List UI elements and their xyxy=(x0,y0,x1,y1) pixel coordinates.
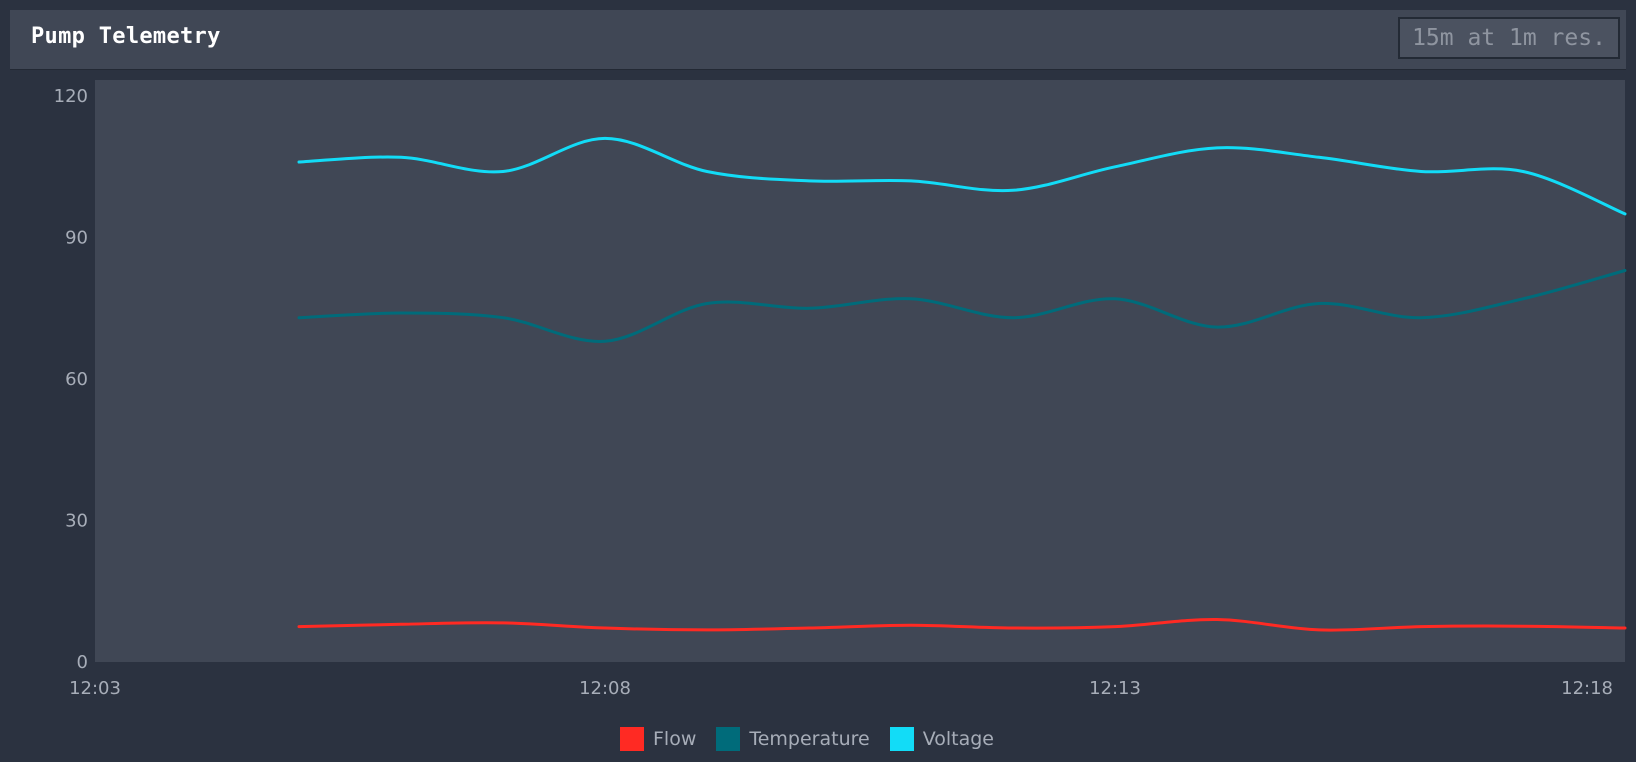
series-line-temperature xyxy=(297,269,1627,343)
legend-item-flow[interactable]: Flow xyxy=(619,727,697,751)
legend-item-temperature[interactable]: Temperature xyxy=(716,727,870,751)
legend-label-flow: Flow xyxy=(652,728,697,750)
legend-item-voltage[interactable]: Voltage xyxy=(889,727,994,751)
legend-label-voltage: Voltage xyxy=(922,728,994,750)
legend-swatch-temperature xyxy=(716,727,741,751)
legend-swatch-flow xyxy=(619,727,644,751)
y-axis: 0 30 60 90 120 xyxy=(54,86,88,673)
y-tick-label: 30 xyxy=(65,511,88,532)
legend-label-temperature: Temperature xyxy=(749,728,870,750)
y-tick-label: 60 xyxy=(65,369,88,390)
time-range-button[interactable]: 15m at 1m res. xyxy=(1398,17,1620,59)
x-tick-label: 12:18 xyxy=(1561,678,1613,699)
legend-swatch-voltage xyxy=(889,727,914,751)
series-line-voltage xyxy=(297,136,1627,216)
y-tick-label: 120 xyxy=(54,86,88,107)
series-line-flow xyxy=(297,617,1627,632)
panel-header: Pump Telemetry 15m at 1m res. xyxy=(10,10,1626,70)
y-tick-label: 90 xyxy=(65,228,88,249)
x-tick-label: 12:13 xyxy=(1089,678,1141,699)
panel-title: Pump Telemetry xyxy=(31,24,221,49)
series-lines xyxy=(297,136,1627,632)
plot-area xyxy=(95,80,1625,662)
x-axis: 12:03 12:08 12:13 12:18 xyxy=(69,678,1613,699)
x-tick-label: 12:08 xyxy=(579,678,631,699)
x-tick-label: 12:03 xyxy=(69,678,121,699)
chart-legend: Flow Temperature Voltage xyxy=(0,722,1636,756)
y-tick-label: 0 xyxy=(77,652,88,673)
